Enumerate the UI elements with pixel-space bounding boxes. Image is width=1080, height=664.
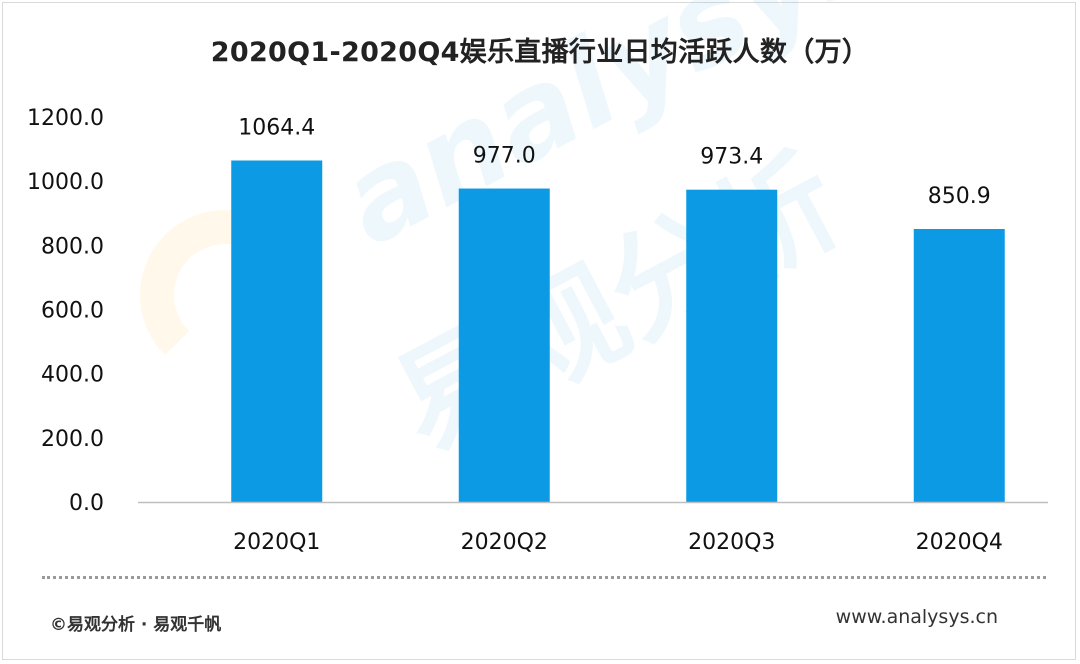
data-label: 973.4 xyxy=(700,145,763,170)
footer-divider xyxy=(42,576,1046,579)
footer-url[interactable]: www.analysys.cn xyxy=(835,606,998,628)
data-label: 1064.4 xyxy=(238,116,315,141)
y-tick-label: 1200.0 xyxy=(27,106,104,131)
bar xyxy=(231,160,323,502)
x-tick-label: 2020Q2 xyxy=(461,530,548,555)
footer-copyright: ©易观分析 · 易观千帆 xyxy=(50,615,222,635)
y-tick-label: 1000.0 xyxy=(27,170,104,195)
x-tick-label: 2020Q1 xyxy=(233,530,320,555)
x-tick-label: 2020Q3 xyxy=(688,530,775,555)
bar xyxy=(686,189,778,502)
x-tick-label: 2020Q4 xyxy=(916,530,1003,555)
y-tick-label: 800.0 xyxy=(41,234,104,259)
chart-title: 2020Q1-2020Q4娱乐直播行业日均活跃人数（万） xyxy=(210,37,870,68)
bar xyxy=(458,188,550,502)
data-label: 850.9 xyxy=(928,184,991,209)
y-tick-label: 0.0 xyxy=(69,491,104,516)
data-label: 977.0 xyxy=(473,144,536,169)
y-tick-label: 600.0 xyxy=(41,299,104,324)
y-tick-label: 200.0 xyxy=(41,427,104,452)
bar xyxy=(913,229,1005,502)
y-tick-label: 400.0 xyxy=(41,363,104,388)
